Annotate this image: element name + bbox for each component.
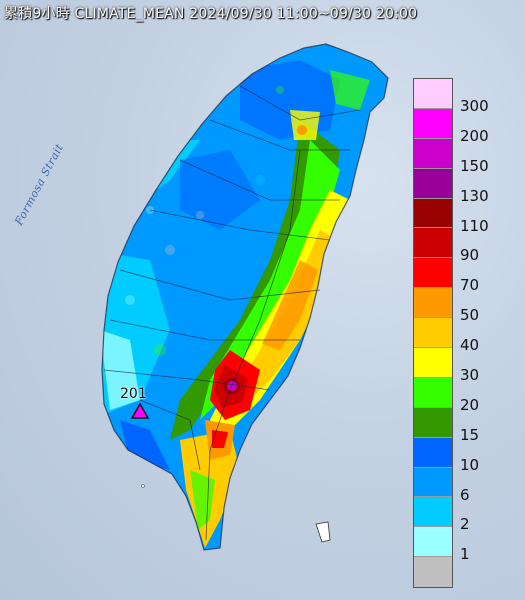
max-marker-icon bbox=[130, 402, 150, 419]
legend-swatch bbox=[414, 527, 452, 558]
legend-label: 130 bbox=[460, 186, 489, 205]
legend-label: 300 bbox=[460, 97, 489, 115]
max-value-label: 201 bbox=[120, 386, 147, 402]
color-legend bbox=[413, 78, 453, 589]
county-boundaries bbox=[101, 43, 389, 551]
legend-swatch bbox=[414, 198, 452, 229]
legend-swatch bbox=[414, 437, 452, 468]
legend-labels: 300 200 150 130 110 90 70 50 40 30 20 15 10 6 2 1 bbox=[460, 78, 520, 563]
legend-label: 50 bbox=[460, 306, 480, 325]
green-island bbox=[315, 521, 331, 543]
legend-swatch bbox=[414, 467, 452, 498]
legend-label: 150 bbox=[460, 156, 489, 175]
legend-swatch bbox=[414, 288, 452, 319]
legend-swatch bbox=[414, 138, 452, 169]
legend-label: 15 bbox=[460, 425, 480, 444]
legend-swatch bbox=[414, 79, 452, 109]
legend-label: 40 bbox=[460, 336, 480, 355]
legend-label: 30 bbox=[460, 366, 480, 385]
legend-swatch bbox=[414, 348, 452, 378]
legend-label: 70 bbox=[460, 276, 480, 295]
rainfall-field bbox=[102, 44, 388, 550]
legend-swatch bbox=[414, 168, 452, 199]
legend-label: 10 bbox=[460, 455, 480, 474]
legend-swatch bbox=[414, 108, 452, 139]
legend-swatch bbox=[414, 497, 452, 528]
legend-swatch bbox=[414, 407, 452, 438]
legend-label: 200 bbox=[460, 126, 489, 145]
legend-label: 1 bbox=[460, 545, 470, 564]
legend-swatch bbox=[414, 377, 452, 408]
legend-swatch bbox=[414, 258, 452, 289]
map-title: 累積9小時 CLIMATE_MEAN 2024/09/30 11:00~09/3… bbox=[4, 6, 418, 22]
legend-label: 6 bbox=[460, 485, 470, 504]
legend-swatch bbox=[414, 557, 452, 588]
legend-label: 90 bbox=[460, 246, 480, 265]
legend-label: 110 bbox=[460, 216, 489, 235]
legend-label: 2 bbox=[460, 515, 470, 534]
legend-swatch bbox=[414, 228, 452, 259]
legend-swatch bbox=[414, 318, 452, 349]
legend-label: 20 bbox=[460, 395, 480, 414]
